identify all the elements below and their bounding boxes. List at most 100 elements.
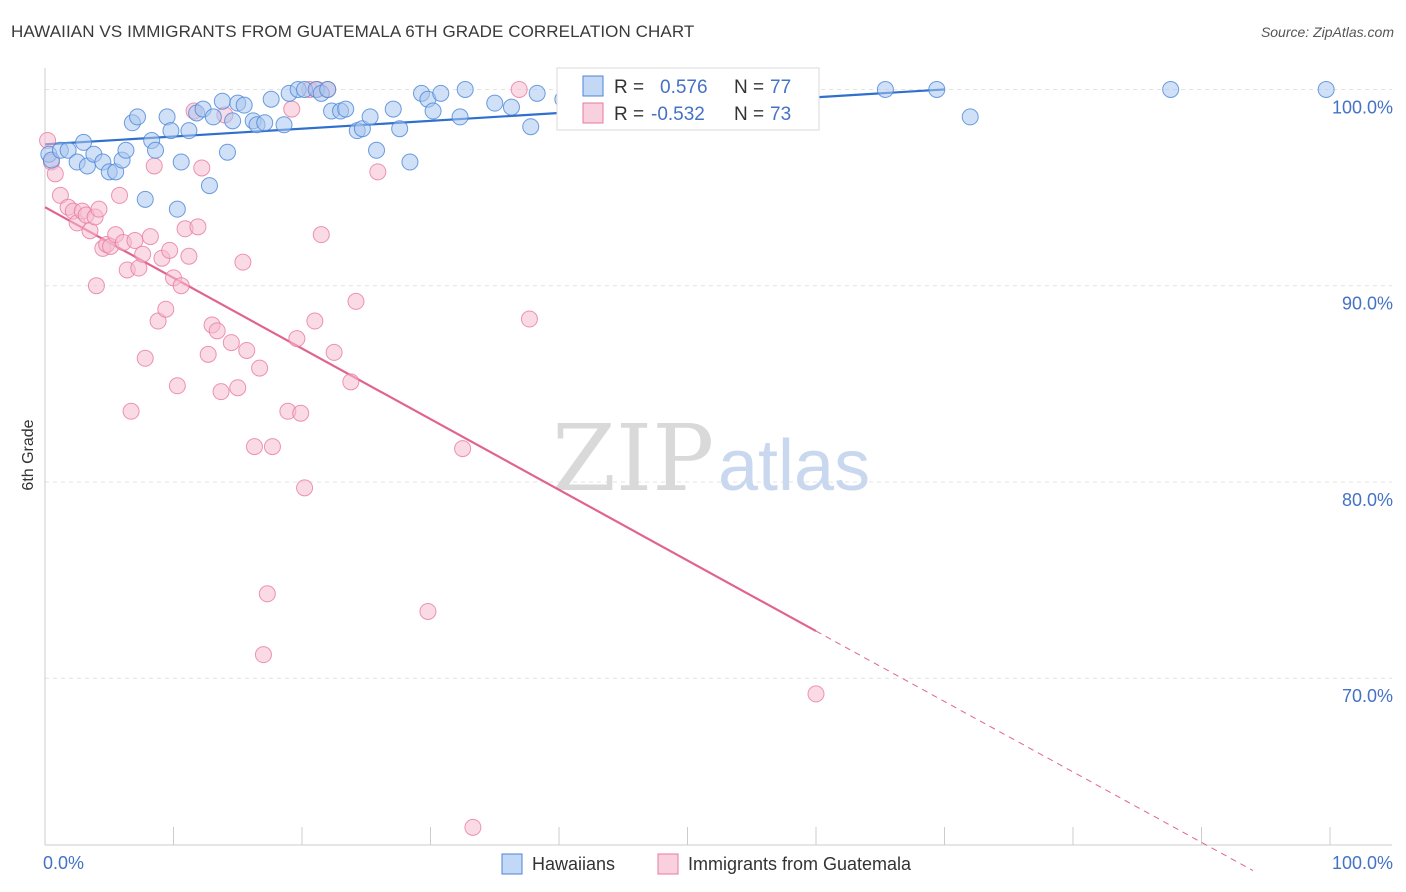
point-guatemala-71: [520, 310, 538, 328]
point-guatemala-47: [238, 341, 256, 359]
point-guatemala-72: [807, 685, 825, 703]
point-guatemala-45: [229, 379, 247, 397]
point-guatemala-67: [419, 602, 437, 620]
point-guatemala-51: [258, 585, 276, 603]
point-guatemala-39: [199, 345, 217, 363]
point-hawaiians-45: [337, 100, 355, 118]
point-guatemala-44: [222, 334, 240, 352]
point-hawaiians-48: [361, 108, 379, 126]
x-tick-labels: 0.0% 100.0%: [43, 853, 1393, 873]
bottom-legend-swatch-guatemala: [657, 853, 679, 875]
point-guatemala-25: [141, 228, 159, 246]
point-hawaiians-25: [200, 177, 218, 195]
point-hawaiians-52: [401, 153, 419, 171]
axes: [44, 68, 1392, 846]
trend-line-guatemala-extension: [815, 630, 1254, 871]
point-guatemala-30: [161, 241, 179, 259]
point-guatemala-66: [369, 163, 387, 181]
point-guatemala-70: [510, 80, 528, 98]
point-hawaiians-19: [162, 122, 180, 140]
point-hawaiians-62: [528, 84, 546, 102]
bottom-legend-guatemala: Immigrants from Guatemala: [688, 854, 912, 874]
point-guatemala-42: [212, 383, 230, 401]
point-guatemala-59: [306, 312, 324, 330]
legend-r-label-1: R =: [614, 77, 644, 98]
point-guatemala-55: [288, 330, 306, 348]
point-hawaiians-28: [218, 143, 236, 161]
y-tick-label-0: 100.0%: [1332, 97, 1393, 117]
point-hawaiians-56: [432, 84, 450, 102]
point-hawaiians-74: [961, 108, 979, 126]
bottom-legend-hawaiians: Hawaiians: [532, 854, 615, 874]
point-hawaiians-76: [1317, 80, 1335, 98]
point-guatemala-32: [168, 377, 186, 395]
point-hawaiians-31: [235, 96, 253, 114]
point-hawaiians-36: [275, 116, 293, 134]
point-guatemala-41: [208, 322, 226, 340]
legend-r-value-2: -0.532: [651, 104, 705, 125]
y-axis-label: 6th Grade: [20, 419, 37, 490]
series-legend: Hawaiians Immigrants from Guatemala: [501, 853, 912, 875]
chart-title: HAWAIIAN VS IMMIGRANTS FROM GUATEMALA 6T…: [11, 22, 695, 41]
legend-r-label-2: R =: [614, 104, 644, 125]
point-guatemala-20: [122, 402, 140, 420]
point-hawaiians-12: [117, 141, 135, 159]
point-guatemala-52: [263, 438, 281, 456]
point-guatemala-27: [149, 312, 167, 330]
point-hawaiians-42: [319, 80, 337, 98]
point-guatemala-46: [234, 253, 252, 271]
point-hawaiians-50: [384, 100, 402, 118]
watermark-atlas: atlas: [718, 426, 870, 506]
point-hawaiians-72: [876, 80, 894, 98]
point-hawaiians-29: [224, 112, 242, 130]
point-hawaiians-20: [168, 200, 186, 218]
point-hawaiians-61: [522, 118, 540, 136]
y-tick-label-2: 80.0%: [1342, 490, 1393, 510]
point-guatemala-23: [134, 245, 152, 263]
point-hawaiians-49: [368, 141, 386, 159]
source-label: Source: ZipAtlas.com: [1260, 24, 1394, 40]
point-guatemala-24: [136, 349, 154, 367]
point-guatemala-63: [325, 343, 343, 361]
point-guatemala-37: [189, 218, 207, 236]
point-hawaiians-47: [353, 120, 371, 138]
legend-swatch-hawaiians: [582, 75, 604, 97]
point-guatemala-54: [283, 100, 301, 118]
legend-r-value-1: 0.576: [660, 77, 708, 98]
y-tick-label-1: 90.0%: [1342, 294, 1393, 314]
point-guatemala-26: [145, 157, 163, 175]
point-hawaiians-15: [136, 190, 154, 208]
x-tick-label-0: 0.0%: [43, 853, 84, 873]
point-guatemala-11: [90, 200, 108, 218]
correlation-legend: R = 0.576 N = 77 R = -0.532 N = 73: [556, 67, 820, 131]
point-hawaiians-51: [391, 120, 409, 138]
point-guatemala-50: [254, 646, 272, 664]
point-hawaiians-3: [59, 141, 77, 159]
point-hawaiians-14: [129, 108, 147, 126]
point-guatemala-33: [172, 277, 190, 295]
point-hawaiians-5: [75, 133, 93, 151]
watermark-zip: ZIP: [552, 405, 714, 512]
bottom-legend-swatch-hawaiians: [501, 853, 523, 875]
point-hawaiians-35: [262, 90, 280, 108]
point-hawaiians-55: [424, 102, 442, 120]
legend-n-value-1: 77: [770, 77, 791, 98]
point-guatemala-61: [312, 226, 330, 244]
point-guatemala-57: [296, 479, 314, 497]
point-hawaiians-57: [451, 108, 469, 126]
point-guatemala-65: [347, 292, 365, 310]
point-hawaiians-26: [204, 108, 222, 126]
point-hawaiians-73: [928, 80, 946, 98]
point-hawaiians-27: [213, 92, 231, 110]
point-guatemala-68: [454, 440, 472, 458]
legend-swatch-guatemala: [582, 102, 604, 124]
point-guatemala-56: [292, 404, 310, 422]
point-hawaiians-59: [486, 94, 504, 112]
point-guatemala-35: [180, 247, 198, 265]
point-guatemala-29: [157, 300, 175, 318]
x-tick-label-1: 100.0%: [1332, 853, 1393, 873]
point-hawaiians-22: [180, 122, 198, 140]
point-hawaiians-75: [1162, 80, 1180, 98]
point-guatemala-69: [464, 818, 482, 836]
y-tick-label-3: 70.0%: [1342, 686, 1393, 706]
